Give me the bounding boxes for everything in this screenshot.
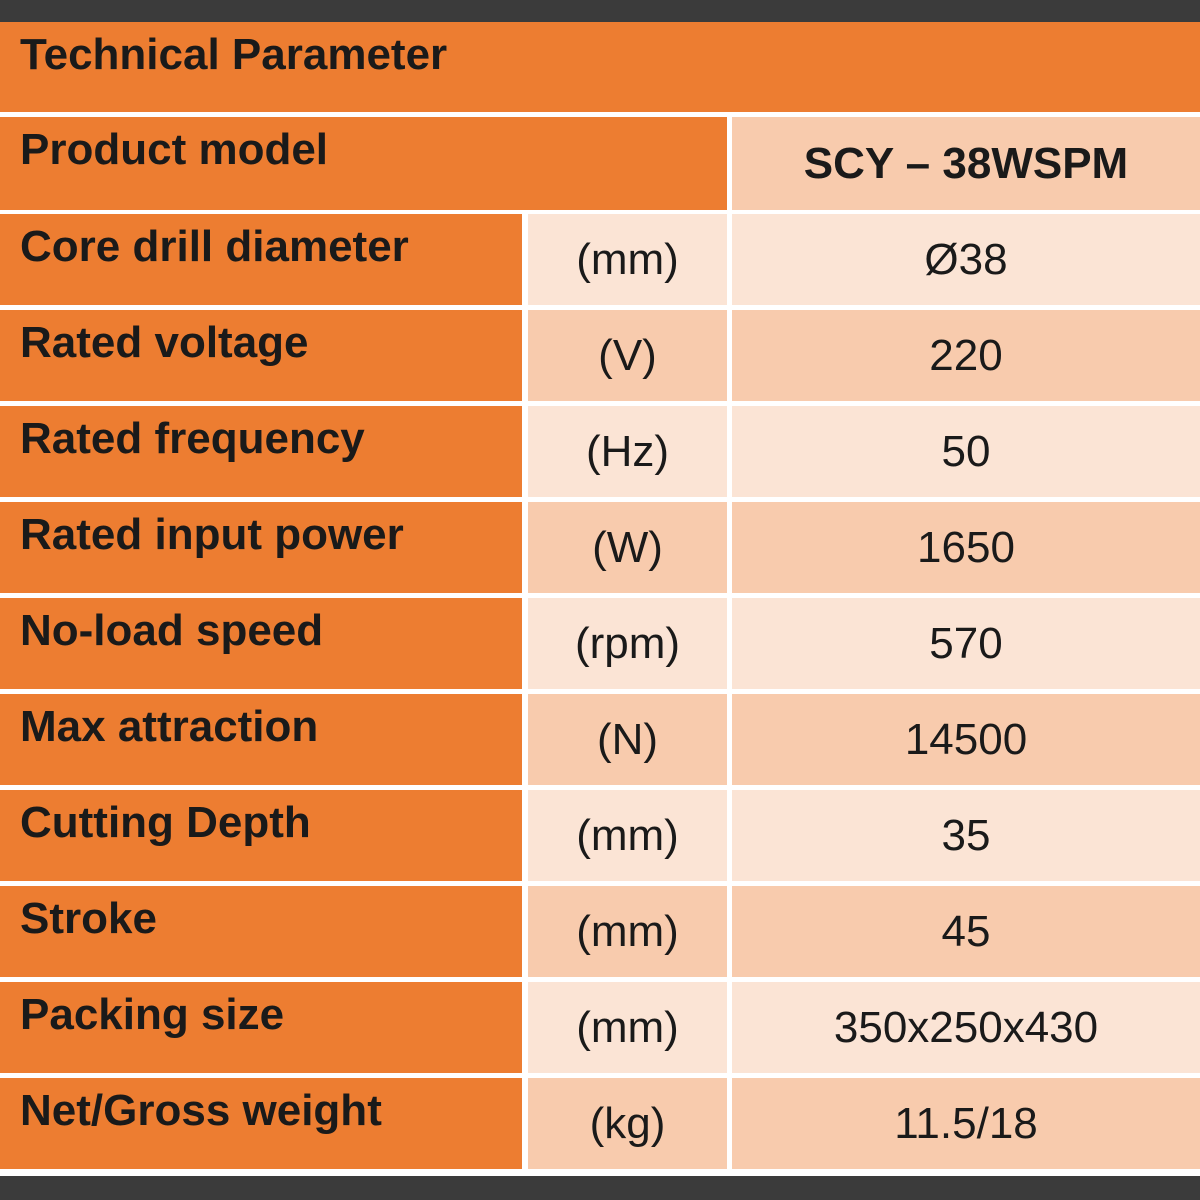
value: 45 [732,886,1200,977]
value: 220 [732,310,1200,401]
row-label: Packing size [0,982,522,1073]
title: Technical Parameter [0,22,1200,112]
row-label: Rated voltage [0,310,522,401]
row-label: No-load speed [0,598,522,689]
unit: (N) [528,694,727,785]
row-label: Net/Gross weight [0,1078,522,1169]
value: 570 [732,598,1200,689]
unit: (mm) [528,214,727,305]
value: 1650 [732,502,1200,593]
bottom-band [0,1176,1200,1200]
value: 11.5/18 [732,1078,1200,1169]
unit: (V) [528,310,727,401]
row-label: Cutting Depth [0,790,522,881]
value: 350x250x430 [732,982,1200,1073]
unit: (rpm) [528,598,727,689]
unit: (mm) [528,886,727,977]
row-label: Rated frequency [0,406,522,497]
value: Ø38 [732,214,1200,305]
value: 35 [732,790,1200,881]
row-label: Core drill diameter [0,214,522,305]
unit: (mm) [528,790,727,881]
unit: (Hz) [528,406,727,497]
value: 50 [732,406,1200,497]
row-label: Max attraction [0,694,522,785]
unit: (W) [528,502,727,593]
model-label: Product model [0,117,727,210]
unit: (kg) [528,1078,727,1169]
row-label: Stroke [0,886,522,977]
value: 14500 [732,694,1200,785]
top-band [0,0,1200,22]
row-label: Rated input power [0,502,522,593]
unit: (mm) [528,982,727,1073]
model: SCY – 38WSPM [732,117,1200,210]
